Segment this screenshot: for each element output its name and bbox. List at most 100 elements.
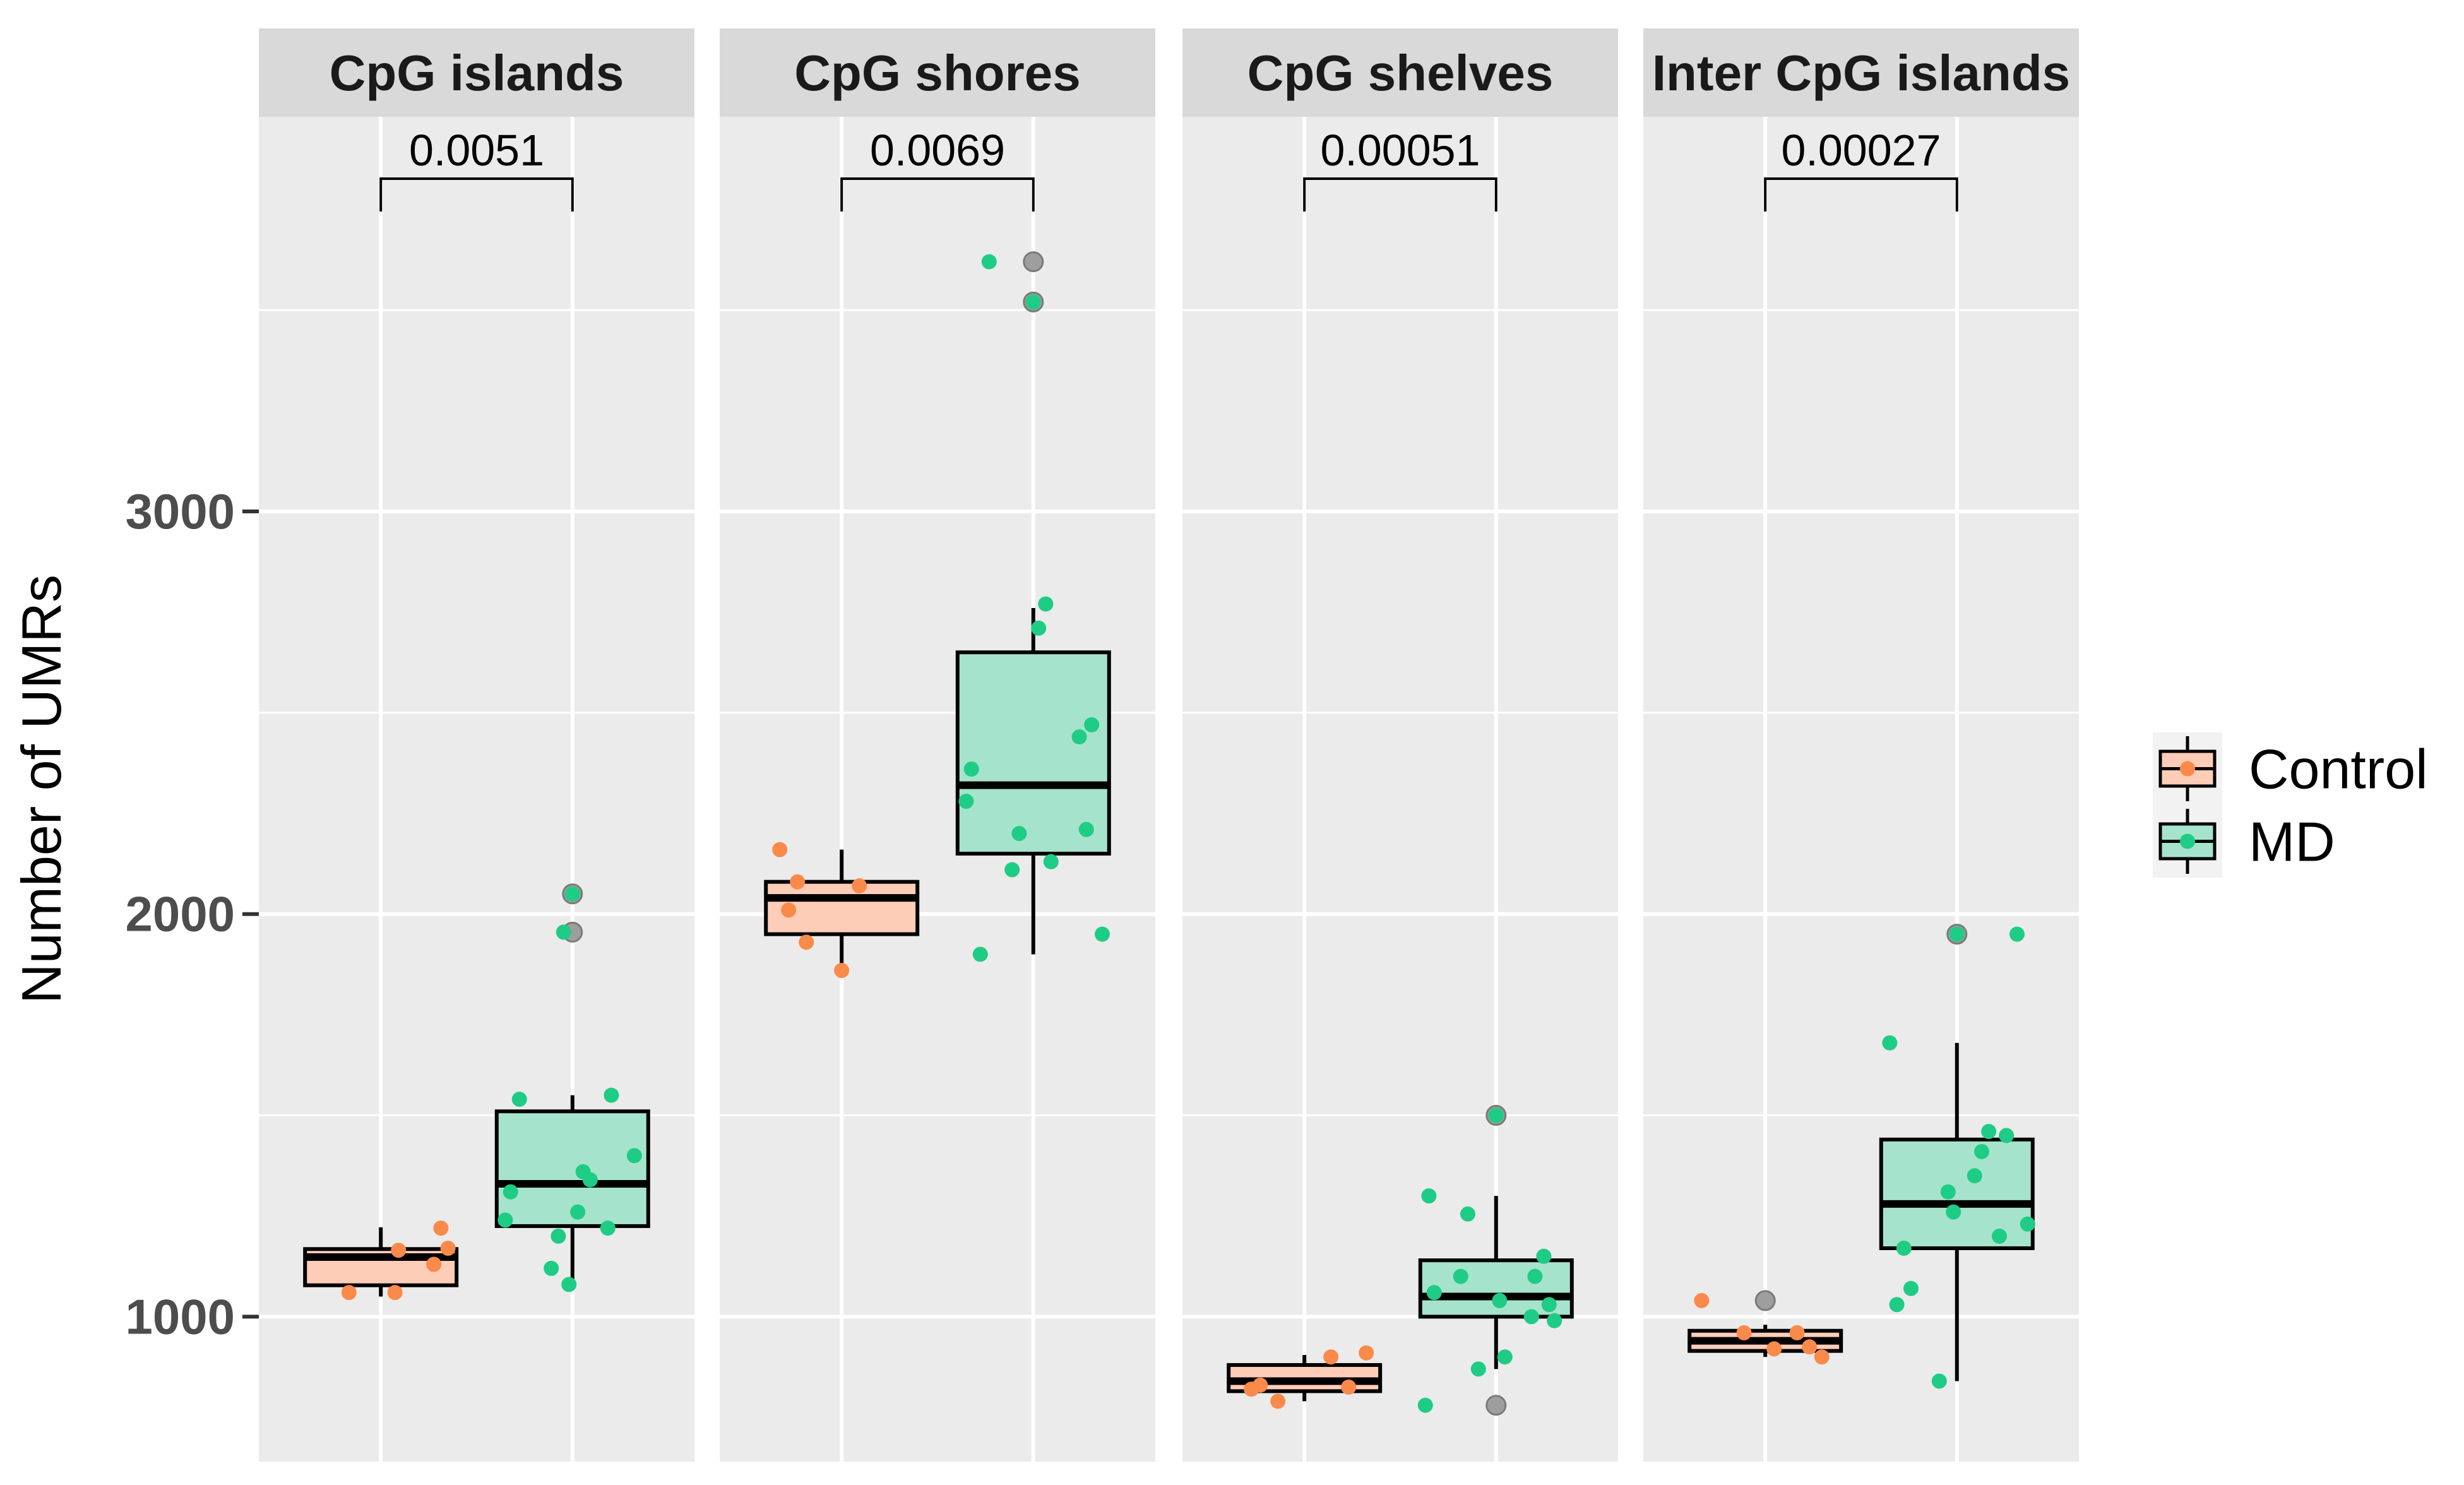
significance-bracket <box>840 177 1035 212</box>
data-point-control <box>433 1220 449 1236</box>
data-point-md <box>503 1184 518 1200</box>
p-value-label: 0.00027 <box>1781 126 1941 175</box>
facet-panel: CpG shores 0.0069 <box>720 28 1155 1462</box>
data-point-md <box>1460 1206 1475 1222</box>
data-point-md <box>1071 729 1087 745</box>
y-tick-label: 1000 <box>125 1289 235 1344</box>
data-point-control <box>1270 1393 1286 1409</box>
data-point-md <box>1025 294 1041 310</box>
data-point-md <box>1004 862 1020 878</box>
data-point-md <box>1043 854 1059 869</box>
data-point-md <box>1417 1397 1433 1413</box>
legend-label: MD <box>2249 811 2335 873</box>
data-point-md <box>564 886 580 902</box>
data-point-md <box>972 946 988 962</box>
data-point-md <box>570 1204 586 1220</box>
data-point-md <box>1541 1297 1557 1313</box>
data-point-md <box>1946 1204 1961 1220</box>
data-point-md <box>551 1228 566 1244</box>
data-point-control <box>387 1285 403 1301</box>
panel-background <box>1182 117 1618 1462</box>
data-point-md <box>1940 1184 1956 1200</box>
data-point-control <box>426 1256 442 1272</box>
data-point-md <box>1497 1349 1513 1365</box>
data-point-control <box>1736 1325 1752 1340</box>
data-point-md <box>1999 1128 2015 1143</box>
facet-title: Inter CpG islands <box>1652 45 2070 101</box>
data-point-control <box>1766 1341 1782 1357</box>
data-point-md <box>2009 926 2025 942</box>
data-point-md <box>1453 1268 1468 1284</box>
facet-strip <box>720 28 1155 117</box>
facet-panel: CpG islands 0.0051 <box>259 28 694 1462</box>
data-point-control <box>1359 1345 1374 1361</box>
outlier-point <box>1754 1290 1776 1311</box>
data-point-md <box>1421 1188 1437 1204</box>
facet-strip <box>1182 28 1618 117</box>
data-point-md <box>1992 1228 2007 1244</box>
data-point-md <box>963 761 979 777</box>
data-point-md <box>1974 1143 1989 1159</box>
data-point-md <box>1492 1292 1508 1308</box>
data-point-control <box>781 902 797 918</box>
data-point-control <box>1341 1380 1357 1395</box>
facet-title: CpG shelves <box>1247 45 1554 101</box>
y-axis-title: Number of UMRs <box>10 575 73 1004</box>
data-point-md <box>958 794 974 809</box>
data-point-md <box>1931 1373 1947 1389</box>
panel-background <box>1643 117 2079 1462</box>
data-point-md <box>1949 926 1965 942</box>
significance-bracket <box>1764 177 1958 212</box>
box-md <box>955 650 1111 856</box>
data-point-control <box>440 1241 456 1256</box>
facet-strip <box>259 28 694 117</box>
data-point-md <box>1470 1361 1486 1377</box>
data-point-control <box>1789 1325 1805 1340</box>
data-point-md <box>511 1092 527 1107</box>
data-point-md <box>1889 1297 1905 1313</box>
data-point-md <box>1095 926 1110 942</box>
legend: Control MD <box>2153 732 2428 878</box>
data-point-md <box>604 1087 619 1103</box>
data-point-control <box>790 874 806 890</box>
y-axis: Number of UMRs 1000 2000 3000 <box>10 484 259 1344</box>
data-point-md <box>981 254 997 270</box>
data-point-control <box>1323 1349 1339 1365</box>
data-point-md <box>1078 821 1094 837</box>
data-point-md <box>497 1212 513 1228</box>
data-point-md <box>1031 620 1047 636</box>
data-point-md <box>1536 1248 1552 1264</box>
data-point-md <box>1488 1107 1504 1123</box>
panel-background <box>259 117 694 1462</box>
facet-panels: CpG islands 0.0051 CpG shores 0.0069 CpG she… <box>259 28 2079 1462</box>
outlier-point <box>1485 1395 1507 1416</box>
significance-bracket <box>1303 177 1497 212</box>
data-point-control <box>772 842 788 857</box>
data-point-md <box>1084 717 1100 732</box>
legend-label: Control <box>2249 738 2428 801</box>
box-md <box>1879 1137 2035 1251</box>
legend-key-point <box>2180 761 2195 777</box>
legend-key-point <box>2180 833 2195 849</box>
legend-item-md: MD <box>2153 805 2335 878</box>
y-tick-label: 2000 <box>125 886 235 942</box>
p-value-label: 0.0051 <box>409 126 544 175</box>
data-point-md <box>1882 1035 1898 1051</box>
data-point-md <box>1896 1241 1912 1256</box>
data-point-md <box>582 1172 598 1188</box>
data-point-md <box>561 1277 577 1292</box>
facet-strip <box>1643 28 2079 117</box>
data-point-control <box>1814 1349 1830 1365</box>
data-point-md <box>1981 1124 1997 1140</box>
data-point-control <box>1694 1292 1710 1308</box>
data-point-md <box>544 1260 559 1276</box>
data-point-control <box>1802 1339 1818 1355</box>
facet-panel: Inter CpG islands 0.00027 <box>1643 28 2079 1462</box>
data-point-md <box>600 1220 616 1236</box>
y-tick-label: 3000 <box>125 484 235 539</box>
data-point-control <box>391 1243 407 1258</box>
p-value-label: 0.0069 <box>870 126 1005 175</box>
data-point-md <box>1967 1168 1982 1184</box>
legend-item-control: Control <box>2153 732 2428 805</box>
